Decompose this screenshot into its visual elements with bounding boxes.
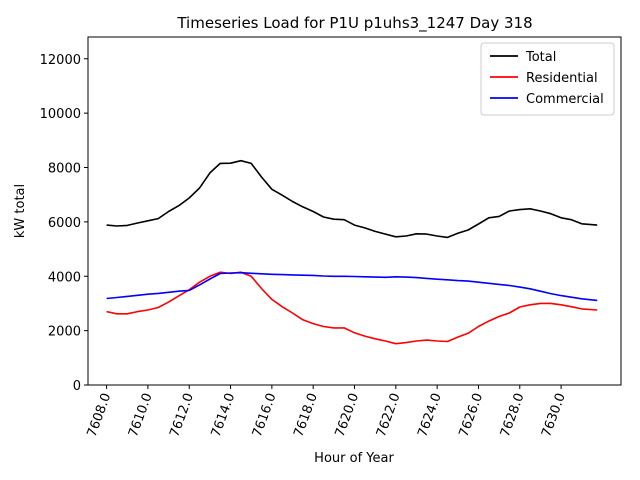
legend-box [480,42,615,116]
y-tick-label: 12000 [40,53,81,68]
x-axis-label: Hour of Year [314,451,394,466]
y-tick-label: 4000 [48,270,81,285]
y-tick-label: 6000 [48,216,81,231]
y-axis-label: kW total [13,184,28,238]
series-line-total [106,159,598,239]
legend-label-commercial: Commercial [526,92,604,107]
plot-frame [87,36,622,386]
y-tick-label: 8000 [48,162,81,177]
series-lines [106,159,598,345]
legend-label-total: Total [525,50,556,65]
y-tick-label: 0 [73,379,81,394]
chart-title: Timeseries Load for P1U p1uhs3_1247 Day … [176,14,532,33]
legend: Total Residential Commercial [480,42,615,116]
legend-label-residential: Residential [526,71,598,86]
y-tick-label: 10000 [40,107,81,122]
y-tick-label: 2000 [48,325,81,340]
series-line-commercial [106,271,598,302]
